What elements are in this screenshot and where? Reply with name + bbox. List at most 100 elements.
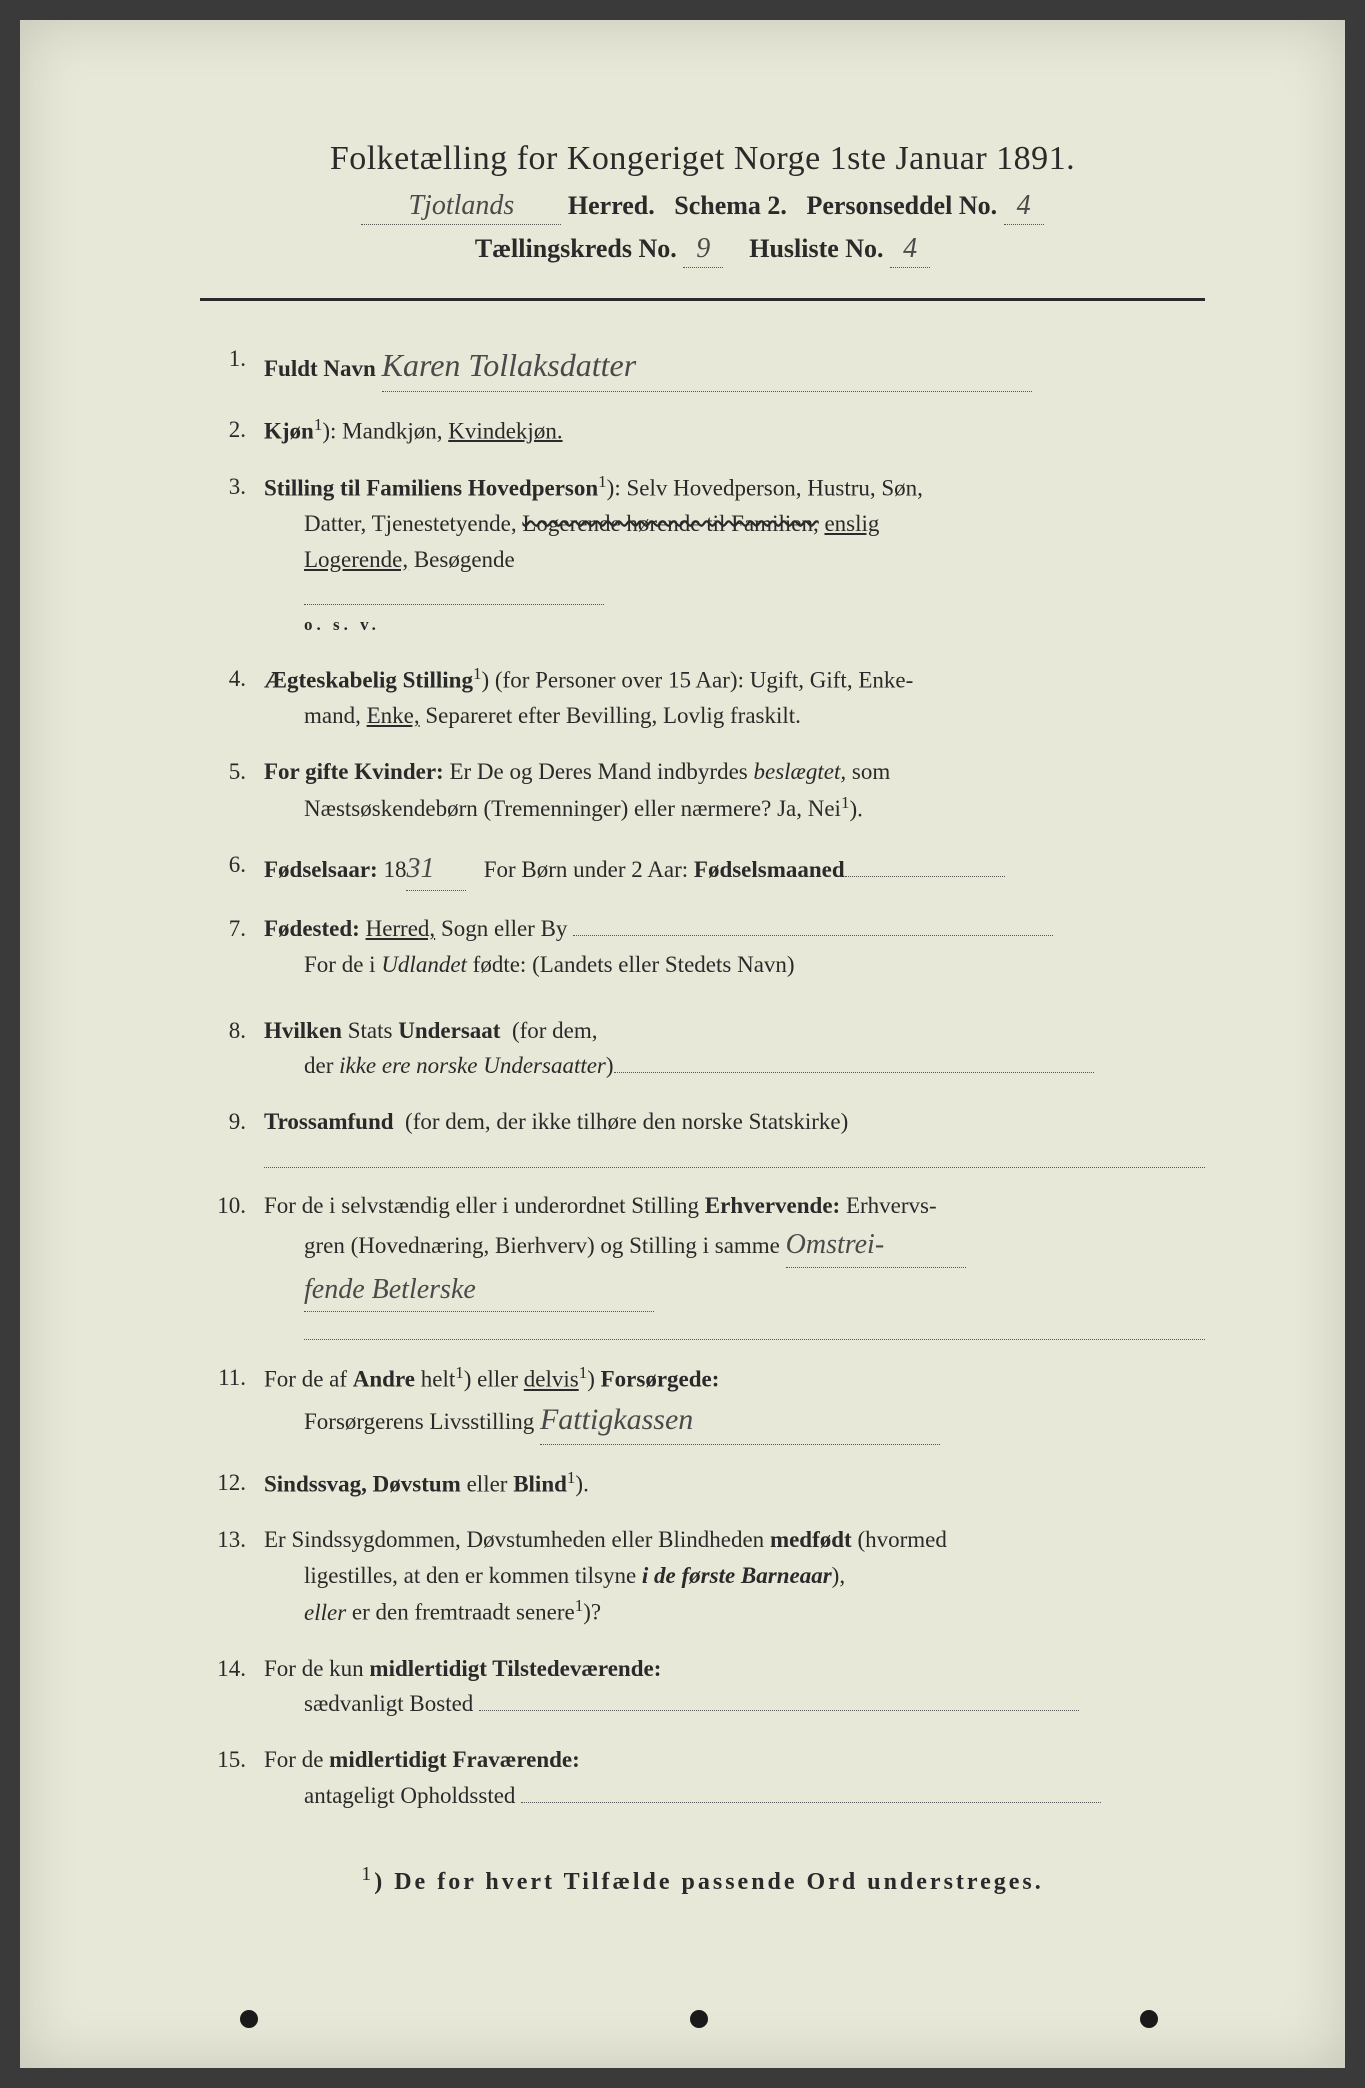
ital: i de første Barneaar [642,1563,832,1588]
item-content: Fuldt Navn Karen Tollaksdatter [264,341,1205,392]
main-title: Folketælling for Kongeriget Norge 1ste J… [200,140,1205,178]
line2: Næstsøskendebørn (Tremenninger) eller næ… [264,796,841,821]
item-content: Stilling til Familiens Hovedperson1): Se… [264,469,1205,641]
item-number: 14. [210,1651,264,1722]
item-number: 12. [210,1465,264,1502]
footnote-text: ) De for hvert Tilfælde passende Ord und… [374,1869,1044,1895]
binding-hole-icon [240,2010,258,2028]
text2: som [852,759,890,784]
label3: Undersaat [398,1018,500,1043]
religion-fill [264,1144,1205,1168]
husliste-label: Husliste No. [749,234,883,263]
label2: Fødselsmaaned [694,857,845,882]
item-content: Kjøn1): Mandkjøn, Kvindekjøn. [264,412,1205,449]
options-line2b: Logerende hørende til Familien, [522,511,818,536]
year-handwritten: 31 [406,847,466,891]
item-content: Hvilken Stats Undersaat (for dem, der ik… [264,1013,1205,1084]
item-number: 2. [210,412,264,449]
year-prefix: 18 [383,857,406,882]
full-name-handwritten: Karen Tollaksdatter [382,341,1032,392]
text1: Er De og Deres Mand indbyrdes [449,759,747,784]
line2b: fødte: (Landets eller Stedets Navn) [473,952,795,977]
item-number: 7. [210,911,264,982]
item-content: Er Sindssygdommen, Døvstumheden eller Bl… [264,1522,1205,1631]
label3: Forsørgede: [601,1367,720,1392]
line2: Forsørgerens Livsstilling [264,1409,534,1434]
label: Sindssvag, Døvstum [264,1471,461,1496]
options-line2c: enslig [824,511,879,536]
label2: Stats [348,1018,393,1043]
label: midlertidigt Tilstedeværende: [369,1656,661,1681]
line2: antageligt Opholdssted [264,1783,515,1808]
item-number: 9. [210,1104,264,1168]
paren: (for Personer over 15 Aar): [495,668,744,693]
option-herred-selected: Herred, [366,916,436,941]
label: For gifte Kvinder: [264,759,444,784]
label: Erhvervende: [705,1193,840,1218]
text2: helt [421,1367,456,1392]
label: Fødested: [264,916,360,941]
item-number: 8. [210,1013,264,1084]
paren: (for dem, [512,1018,598,1043]
osv: o. s. v. [264,615,380,634]
options1: Ugift, Gift, Enke- [750,668,914,693]
item-4: 4. Ægteskabelig Stilling1) (for Personer… [210,661,1205,734]
option-enke-selected: Enke, [367,703,420,728]
text: For de [264,1747,323,1772]
item-3: 3. Stilling til Familiens Hovedperson1):… [210,469,1205,641]
item-content: For gifte Kvinder: Er De og Deres Mand i… [264,754,1205,827]
label: Fødselsaar: [264,857,378,882]
birthplace-fill [573,935,1053,936]
taellingskreds-label: Tællingskreds No. [475,234,677,263]
label: Kjøn [264,418,314,443]
option-mandkjon: Mandkjøn, [342,418,442,443]
item-15: 15. For de midlertidigt Fraværende: anta… [210,1742,1205,1813]
item-content: For de i selvstændig eller i underordnet… [264,1188,1205,1340]
personseddel-no: 4 [1004,190,1044,225]
schema-label: Schema 2. [674,191,787,220]
census-form-page: Folketælling for Kongeriget Norge 1ste J… [20,20,1345,2068]
item-number: 11. [210,1360,264,1445]
text1: Er Sindssygdommen, Døvstumheden eller Bl… [264,1527,764,1552]
options-line1: Selv Hovedperson, Hustru, Søn, [626,476,922,501]
item-number: 4. [210,661,264,734]
item-number: 1. [210,341,264,392]
item-12: 12. Sindssvag, Døvstum eller Blind1). [210,1465,1205,1502]
label: Stilling til Familiens Hovedperson [264,476,598,501]
line3b: er den fremtraadt senere [352,1600,575,1625]
footnote: 1) De for hvert Tilfælde passende Ord un… [200,1863,1205,1896]
options2c: Separeret efter Bevilling, Lovlig fraski… [425,703,801,728]
item-content: Fødested: Herred, Sogn eller By For de i… [264,911,1205,982]
whereabouts-fill [521,1802,1101,1803]
label: Ægteskabelig Stilling [264,668,473,693]
label2: Blind [513,1471,567,1496]
taellingskreds-no: 9 [683,233,723,268]
line2: sædvanligt Bosted [264,1691,473,1716]
line2b: ikke ere norske Undersaatter [339,1053,606,1078]
options-line3b: Besøgende [414,547,515,572]
form-header: Folketælling for Kongeriget Norge 1ste J… [200,140,1205,268]
occupation-hw1: Omstrei- [786,1223,966,1267]
text1: For de af [264,1367,347,1392]
label: Fuldt Navn [264,356,376,381]
item-9: 9. Trossamfund (for dem, der ikke tilhør… [210,1104,1205,1168]
text: Sogn eller By [441,916,568,941]
binding-hole-icon [1140,2010,1158,2028]
item-1: 1. Fuldt Navn Karen Tollaksdatter [210,341,1205,392]
item-content: For de midlertidigt Fraværende: antageli… [264,1742,1205,1813]
month-fill [845,876,1005,877]
occupation-fill [304,1316,1205,1340]
item-content: For de af Andre helt1) eller delvis1) Fo… [264,1360,1205,1445]
supporter-handwritten: Fattigkassen [540,1397,940,1445]
item-content: Fødselsaar: 1831 For Børn under 2 Aar: F… [264,847,1205,891]
ital: Udlandet [381,952,467,977]
fill-line [304,581,604,605]
item-14: 14. For de kun midlertidigt Tilstedevære… [210,1651,1205,1722]
option-delvis-selected: delvis [524,1367,579,1392]
label1: Hvilken [264,1018,342,1043]
item-content: Sindssvag, Døvstum eller Blind1). [264,1465,1205,1502]
item-content: Ægteskabelig Stilling1) (for Personer ov… [264,661,1205,734]
item-5: 5. For gifte Kvinder: Er De og Deres Man… [210,754,1205,827]
item-13: 13. Er Sindssygdommen, Døvstumheden elle… [210,1522,1205,1631]
text1: For de i selvstændig eller i underordnet… [264,1193,699,1218]
